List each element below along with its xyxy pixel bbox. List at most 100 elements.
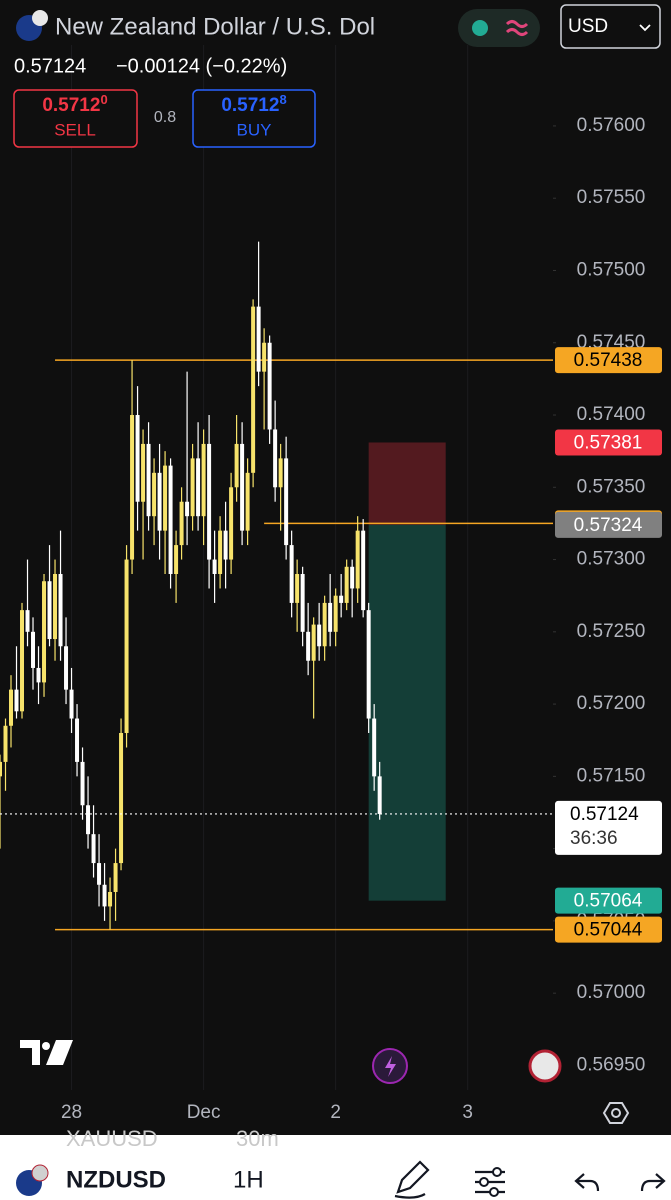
candle-body bbox=[317, 624, 322, 647]
candle-body bbox=[102, 884, 107, 907]
candle-body bbox=[97, 863, 102, 885]
target-zone bbox=[368, 524, 446, 901]
candle-body bbox=[80, 761, 85, 806]
toggle[interactable] bbox=[458, 9, 540, 47]
candle-body bbox=[207, 443, 212, 560]
sell-pip: 0 bbox=[100, 92, 107, 107]
buy-button[interactable] bbox=[192, 89, 316, 148]
candle-body bbox=[339, 595, 344, 603]
candle-body bbox=[141, 443, 146, 502]
y-tick-label: 0.57350 bbox=[577, 476, 646, 497]
buy-price-main: 0.5712 bbox=[221, 95, 279, 116]
us-flag bbox=[32, 10, 48, 26]
candle-body bbox=[124, 559, 129, 733]
candle-body bbox=[42, 581, 47, 683]
last-price: 0.57124 bbox=[14, 55, 86, 77]
candle-body bbox=[36, 667, 41, 683]
candle-body bbox=[328, 602, 333, 632]
candle-body bbox=[240, 443, 245, 531]
target-label-bg bbox=[555, 887, 662, 914]
candle-body bbox=[47, 581, 52, 640]
y-tick-label: 0.57600 bbox=[577, 115, 646, 136]
x-tick-label: Dec bbox=[187, 1102, 221, 1123]
header: New Zealand Dollar / U.S. Dol USD 0.5712… bbox=[13, 0, 661, 148]
y-tick-label: 0.57000 bbox=[577, 982, 646, 1003]
level-label-bg bbox=[555, 347, 662, 374]
candle-body bbox=[273, 429, 278, 488]
ghost-interval: 30m bbox=[236, 1126, 279, 1151]
candle-body bbox=[157, 472, 162, 531]
last-price-label: 0.57124 bbox=[570, 804, 639, 825]
candle-body bbox=[179, 501, 184, 546]
candle-body bbox=[267, 342, 272, 430]
redo-button[interactable] bbox=[640, 1173, 666, 1192]
title-fade bbox=[410, 0, 450, 56]
draw-button[interactable] bbox=[394, 1160, 430, 1199]
candle-body bbox=[130, 415, 135, 560]
candle-body bbox=[119, 732, 124, 864]
y-tick-label: 0.57150 bbox=[577, 765, 646, 786]
candle-body bbox=[31, 631, 36, 668]
candle-body bbox=[201, 443, 206, 517]
candle-body bbox=[251, 306, 256, 473]
candle-body bbox=[135, 415, 140, 502]
undo-button[interactable] bbox=[574, 1173, 600, 1192]
candle-body bbox=[218, 530, 223, 575]
level-label-bg bbox=[555, 916, 662, 943]
buy-label: BUY bbox=[237, 120, 272, 139]
buy-price: 0.57128 bbox=[221, 92, 286, 116]
candle-body bbox=[190, 458, 195, 517]
settings-button[interactable] bbox=[602, 1102, 630, 1124]
candle-body bbox=[25, 610, 30, 632]
candle-body bbox=[223, 530, 228, 560]
toggle-wave bbox=[505, 20, 529, 36]
symbol-title: New Zealand Dollar / U.S. Dol bbox=[55, 13, 375, 40]
candle-body bbox=[163, 465, 168, 531]
candle-body bbox=[174, 545, 179, 575]
y-tick-label: 0.57300 bbox=[577, 549, 646, 570]
sell-button[interactable] bbox=[13, 89, 138, 148]
settings-hole bbox=[611, 1108, 621, 1118]
candle-body bbox=[168, 465, 173, 575]
candle-body bbox=[355, 530, 360, 589]
interval[interactable]: 1H bbox=[233, 1166, 264, 1193]
candle-body bbox=[372, 718, 377, 777]
candle-body bbox=[185, 501, 190, 517]
candle-body bbox=[229, 487, 234, 560]
candle-body bbox=[0, 761, 2, 777]
y-tick-label: 0.57250 bbox=[577, 621, 646, 642]
candle-body bbox=[113, 863, 118, 892]
footer-bg bbox=[0, 1135, 671, 1200]
candle-body bbox=[91, 834, 96, 864]
stop-label: 0.57381 bbox=[574, 432, 643, 453]
candle-body bbox=[14, 689, 19, 712]
candle-body bbox=[289, 545, 294, 603]
flag-button[interactable] bbox=[528, 1049, 562, 1083]
entry-label: 0.57324 bbox=[574, 515, 643, 536]
candle-body bbox=[350, 566, 355, 589]
candle-body bbox=[333, 595, 338, 632]
candle-body bbox=[152, 472, 157, 517]
candle-body bbox=[311, 624, 316, 661]
candle-body bbox=[366, 610, 371, 719]
lightning-icon bbox=[385, 1056, 396, 1077]
candle-body bbox=[53, 574, 58, 640]
candle-body bbox=[322, 602, 327, 647]
candle-body bbox=[3, 725, 8, 762]
spread: 0.8 bbox=[154, 109, 176, 126]
target-label: 0.57064 bbox=[574, 891, 643, 912]
settings-icon bbox=[602, 1102, 630, 1124]
y-tick-label: 0.57400 bbox=[577, 404, 646, 425]
candle-body bbox=[361, 530, 366, 611]
candle-body bbox=[9, 689, 14, 726]
candle-body bbox=[20, 610, 25, 712]
symbol[interactable]: NZDUSD bbox=[66, 1166, 166, 1193]
level-label: 0.57044 bbox=[574, 920, 643, 941]
y-tick-label: 0.57500 bbox=[577, 259, 646, 280]
countdown: 36:36 bbox=[570, 828, 618, 849]
tv-logo bbox=[20, 1040, 73, 1065]
currency-select[interactable] bbox=[560, 4, 661, 49]
change: −0.00124 (−0.22%) bbox=[116, 55, 287, 77]
ghost-symbol: XAUUSD bbox=[66, 1126, 158, 1151]
